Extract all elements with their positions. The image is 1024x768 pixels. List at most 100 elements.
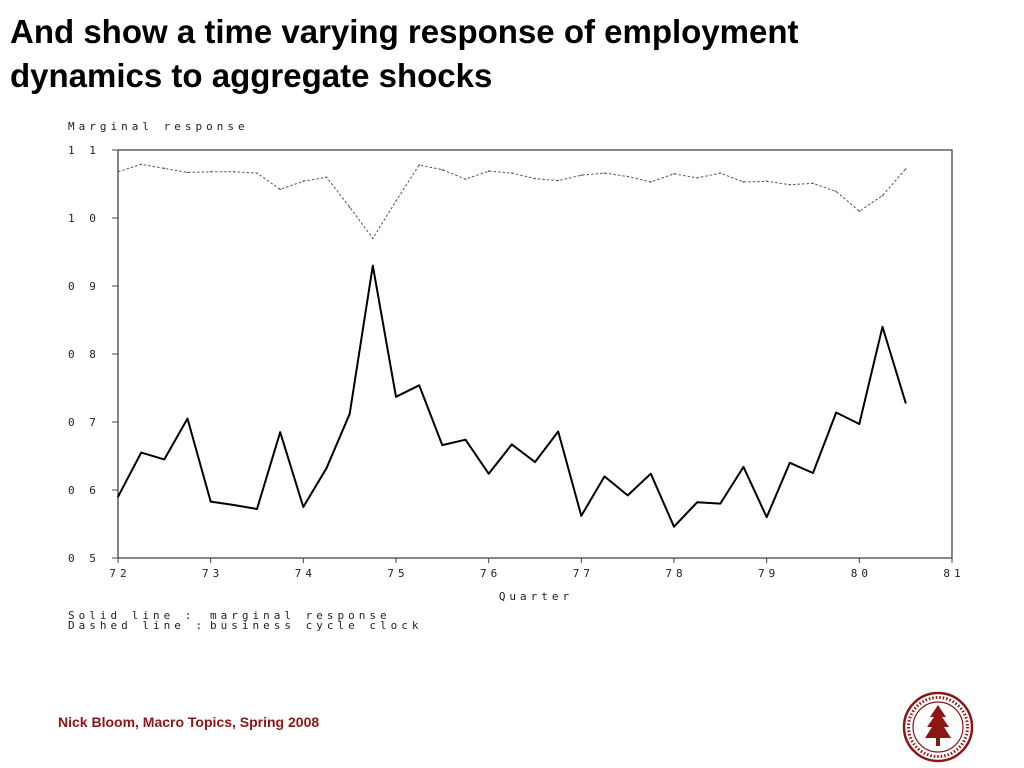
data-point-series-0 <box>650 472 652 475</box>
x-axis-ticks: 72 73 74 75 76 77 78 79 80 81 <box>109 558 960 580</box>
data-point-series-1 <box>279 188 281 191</box>
data-point-series-0 <box>603 475 606 478</box>
x-tick-label: 78 <box>665 567 686 580</box>
data-point-series-1 <box>765 180 768 183</box>
legend-sep-dashed: : <box>195 619 206 632</box>
data-point-series-0 <box>789 462 791 464</box>
legend-entry-dashed: Dashed line : business cycle clock <box>68 619 422 632</box>
data-point-series-1 <box>325 176 328 178</box>
legend-entry-solid: Solid line : marginal response <box>68 609 391 622</box>
y-axis-label: Marginal response <box>68 120 249 133</box>
x-tick-label: 81 <box>943 567 960 580</box>
legend-sep-solid: : <box>185 609 196 622</box>
data-point-series-0 <box>209 500 212 503</box>
x-axis-label: Quarter <box>499 590 573 603</box>
data-point-series-0 <box>719 502 722 505</box>
data-point-series-1 <box>209 170 212 173</box>
data-point-series-1 <box>511 172 513 174</box>
data-point-series-1 <box>372 237 374 240</box>
data-point-series-0 <box>511 443 513 446</box>
data-point-series-0 <box>325 467 328 470</box>
data-point-series-0 <box>557 430 559 433</box>
y-tick-label: 0 5 <box>68 552 100 565</box>
y-tick-label: 0 9 <box>68 280 100 293</box>
data-point-series-0 <box>835 411 837 414</box>
data-point-series-0 <box>673 525 675 528</box>
data-point-series-1 <box>835 190 837 193</box>
legend-text-solid: marginal response <box>210 609 391 622</box>
data-point-series-0 <box>163 458 166 461</box>
data-point-series-0 <box>233 504 235 506</box>
data-point-series-0 <box>117 496 119 498</box>
data-point-series-0 <box>186 417 189 420</box>
data-point-series-0 <box>742 466 745 468</box>
data-point-series-1 <box>395 200 397 202</box>
data-point-series-0 <box>140 451 142 454</box>
data-point-series-1 <box>186 171 189 174</box>
x-tick-label: 72 <box>109 567 130 580</box>
data-point-series-1 <box>163 167 166 170</box>
data-point-series-0 <box>302 506 305 508</box>
data-point-series-1 <box>626 175 629 178</box>
data-point-series-0 <box>858 423 861 425</box>
y-tick-label: 1 0 <box>68 212 100 225</box>
data-point-series-1 <box>580 174 583 176</box>
data-point-series-1 <box>742 181 745 183</box>
series-layer <box>117 163 907 528</box>
data-point-series-0 <box>487 472 490 475</box>
data-point-series-1 <box>858 210 861 212</box>
data-point-series-1 <box>904 168 907 170</box>
data-point-series-0 <box>418 384 420 387</box>
slide-title: And show a time varying response of empl… <box>10 10 1010 98</box>
data-point-series-0 <box>696 501 698 504</box>
plot-frame <box>117 149 953 559</box>
slide-title-line-2: dynamics to aggregate shocks <box>10 57 493 94</box>
data-point-series-1 <box>789 183 791 186</box>
data-point-series-1 <box>673 173 675 175</box>
data-point-series-1 <box>233 170 235 173</box>
data-point-series-0 <box>372 264 374 267</box>
data-point-series-1 <box>696 177 698 179</box>
data-point-series-0 <box>812 472 814 474</box>
y-tick-label: 0 8 <box>68 348 100 361</box>
data-point-series-0 <box>256 508 258 510</box>
data-point-series-0 <box>279 431 281 434</box>
legend-text-dashed: business cycle clock <box>210 619 422 632</box>
data-point-series-1 <box>117 170 119 173</box>
series-line-marginal-response <box>117 264 907 528</box>
y-tick-label: 0 6 <box>68 484 100 497</box>
footer-credit: Nick Bloom, Macro Topics, Spring 2008 <box>58 714 320 730</box>
data-point-series-1 <box>256 172 258 174</box>
data-point-series-0 <box>881 326 884 328</box>
data-point-series-1 <box>140 163 142 166</box>
data-point-series-0 <box>904 402 907 404</box>
data-point-series-0 <box>765 516 768 518</box>
data-point-series-1 <box>719 172 722 174</box>
data-point-series-0 <box>580 515 583 517</box>
x-tick-label: 79 <box>758 567 779 580</box>
x-tick-label: 76 <box>480 567 501 580</box>
data-point-series-0 <box>395 396 397 398</box>
data-point-series-0 <box>348 413 351 415</box>
stanford-seal-icon <box>902 691 974 763</box>
x-tick-label: 74 <box>295 567 316 580</box>
slide-title-line-1: And show a time varying response of empl… <box>10 13 799 50</box>
data-point-series-1 <box>418 164 420 166</box>
data-point-series-1 <box>464 178 467 181</box>
legend: Solid line : marginal response Dashed li… <box>68 609 422 632</box>
x-tick-label: 75 <box>387 567 408 580</box>
data-point-series-0 <box>626 494 629 497</box>
series-line-business-cycle-clock <box>117 163 907 239</box>
x-tick-label: 77 <box>573 567 594 580</box>
marginal-response-chart: Marginal response 0 50 60 70 80 91 01 1 … <box>68 120 960 632</box>
y-tick-label: 1 1 <box>68 144 100 157</box>
legend-key-dashed: Dashed line <box>68 619 185 632</box>
data-point-series-0 <box>441 444 444 446</box>
legend-key-solid: Solid line <box>68 609 174 622</box>
y-tick-label: 0 7 <box>68 416 100 429</box>
data-point-series-1 <box>534 177 536 180</box>
data-point-series-1 <box>302 180 305 183</box>
data-point-series-0 <box>534 461 536 463</box>
data-point-series-1 <box>650 181 652 183</box>
data-point-series-1 <box>881 194 884 197</box>
